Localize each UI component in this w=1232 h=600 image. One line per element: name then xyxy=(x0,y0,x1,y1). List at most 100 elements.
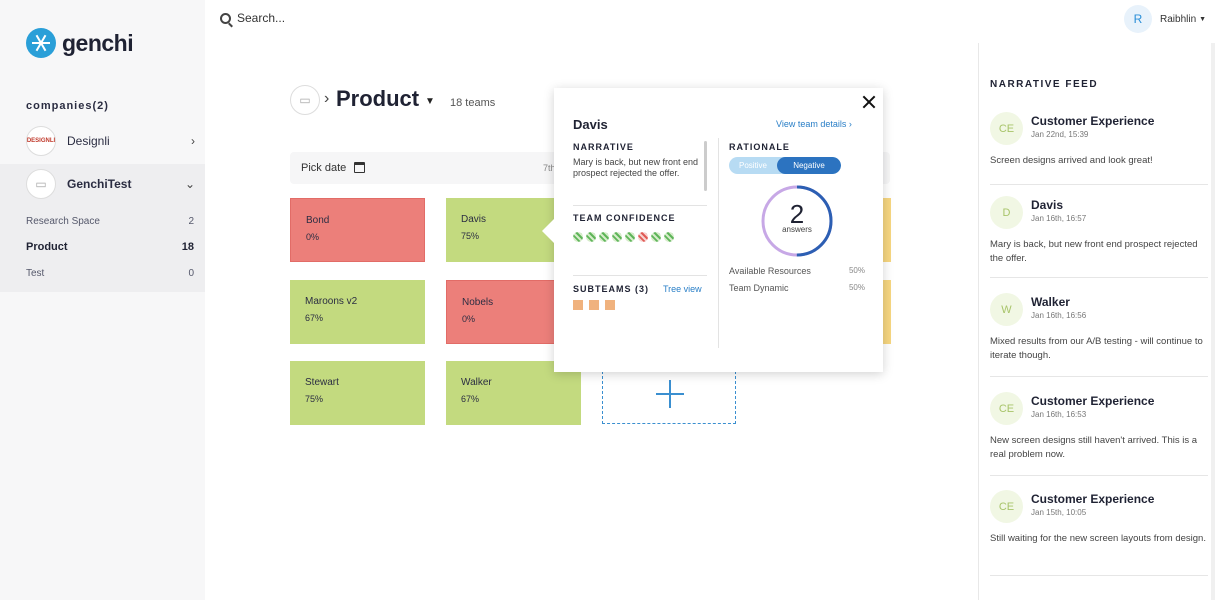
confidence-dot xyxy=(625,232,635,242)
teams-count: 18 teams xyxy=(450,97,496,109)
space-count: 2 xyxy=(188,216,194,227)
team-card-partial[interactable] xyxy=(883,198,891,262)
team-card-bond[interactable]: Bond 0% xyxy=(290,198,425,262)
narrative-text: Mary is back, but new front end prospect… xyxy=(573,157,699,178)
close-icon[interactable] xyxy=(860,93,878,111)
team-pct: 75% xyxy=(461,231,480,241)
team-name: Maroons v2 xyxy=(305,296,358,307)
space-count: 18 xyxy=(181,241,194,253)
feed-item[interactable]: CE Customer Experience Jan 15th, 10:05 S… xyxy=(990,490,1208,576)
avatar: CE xyxy=(990,392,1023,425)
pick-date-button[interactable]: Pick date xyxy=(301,162,347,174)
avatar: CE xyxy=(990,112,1023,145)
feed-item[interactable]: CE Customer Experience Jan 16th, 16:53 N… xyxy=(990,392,1208,476)
subteam-square[interactable] xyxy=(605,300,615,310)
feed-author: Customer Experience xyxy=(1031,394,1155,408)
space-name: Test xyxy=(26,268,45,279)
chevron-down-icon: ⌄ xyxy=(184,177,195,191)
narrative-scrollbar[interactable] xyxy=(704,141,707,191)
narrative-title: NARRATIVE xyxy=(573,142,634,152)
team-name: Walker xyxy=(461,377,492,388)
space-item-research[interactable]: Research Space 2 xyxy=(26,216,194,227)
space-list: Research Space 2 Product 18 Test 0 xyxy=(0,204,205,292)
company-logo: DESIGNLI xyxy=(26,126,56,156)
user-menu[interactable]: R Raibhlin ▼ xyxy=(1124,5,1206,33)
calendar-icon[interactable] xyxy=(354,162,365,173)
team-detail-popup: Davis View team details › NARRATIVE Mary… xyxy=(542,88,883,372)
answers-gauge xyxy=(761,185,833,257)
team-card-walker[interactable]: Walker 67% xyxy=(446,361,581,425)
image-placeholder-icon: ▭ xyxy=(26,169,56,199)
team-pct: 67% xyxy=(461,394,480,404)
feed-date: Jan 16th, 16:53 xyxy=(1031,410,1087,419)
breadcrumb-separator-icon: › xyxy=(324,90,330,107)
confidence-dot xyxy=(599,232,609,242)
page-title[interactable]: Product xyxy=(336,86,420,111)
feed-author: Walker xyxy=(1031,295,1070,309)
team-pct: 67% xyxy=(305,313,324,323)
tree-view-link[interactable]: Tree view xyxy=(663,284,702,294)
feed-date: Jan 16th, 16:57 xyxy=(1031,214,1087,223)
confidence-dot xyxy=(638,232,648,242)
space-item-test[interactable]: Test 0 xyxy=(26,268,194,279)
sidebar: genchi companies(2) DESIGNLI Designli › … xyxy=(0,0,205,600)
avatar: D xyxy=(990,196,1023,229)
feed-item[interactable]: D Davis Jan 16th, 16:57 Mary is back, bu… xyxy=(990,196,1208,278)
rationale-item: Team Dynamic 50% xyxy=(729,283,865,293)
rationale-label: Team Dynamic xyxy=(729,283,789,293)
feed-date: Jan 16th, 16:56 xyxy=(1031,311,1087,320)
team-card-maroons[interactable]: Maroons v2 67% xyxy=(290,280,425,344)
company-item-designli[interactable]: DESIGNLI Designli › xyxy=(0,122,205,160)
subteam-square[interactable] xyxy=(573,300,583,310)
space-count: 0 xyxy=(188,268,194,279)
team-confidence-title: TEAM CONFIDENCE xyxy=(573,213,676,223)
search-input[interactable] xyxy=(237,11,437,25)
view-team-details-link[interactable]: View team details › xyxy=(776,119,852,129)
space-item-product[interactable]: Product 18 xyxy=(26,241,194,253)
search-icon xyxy=(220,12,231,24)
feed-item[interactable]: CE Customer Experience Jan 22nd, 15:39 S… xyxy=(990,112,1208,185)
plus-icon xyxy=(656,393,684,395)
chevron-down-icon[interactable]: ▼ xyxy=(425,96,435,107)
avatar: R xyxy=(1124,5,1152,33)
confidence-dot xyxy=(651,232,661,242)
team-card-stewart[interactable]: Stewart 75% xyxy=(290,361,425,425)
popup-team-name: Davis xyxy=(573,117,608,132)
feed-item[interactable]: W Walker Jan 16th, 16:56 Mixed results f… xyxy=(990,293,1208,377)
feed-scrollbar[interactable] xyxy=(1211,43,1215,600)
subteam-square[interactable] xyxy=(589,300,599,310)
confidence-dot xyxy=(612,232,622,242)
rationale-pct: 50% xyxy=(848,266,865,275)
rationale-label: Available Resources xyxy=(729,266,811,276)
space-name: Product xyxy=(26,241,68,253)
toggle-negative[interactable]: Negative xyxy=(777,157,841,174)
feed-date: Jan 22nd, 15:39 xyxy=(1031,130,1089,139)
search-bar xyxy=(220,11,437,25)
feed-message: Mary is back, but new front end prospect… xyxy=(990,239,1198,264)
answers-count: 2 xyxy=(789,199,805,229)
feed-message: Mixed results from our A/B testing - wil… xyxy=(990,336,1203,361)
feed-message: Screen designs arrived and look great! xyxy=(990,155,1153,166)
team-pct: 0% xyxy=(306,232,320,242)
company-item-genchitest[interactable]: ▭ GenchiTest ⌄ xyxy=(0,164,205,204)
feed-title: NARRATIVE FEED xyxy=(990,79,1099,90)
company-name: Designli xyxy=(67,134,110,148)
feed-author: Davis xyxy=(1031,198,1064,212)
subteams-title: SUBTEAMS (3) xyxy=(573,284,650,294)
logo[interactable]: genchi xyxy=(26,28,134,58)
team-name: Stewart xyxy=(305,377,339,388)
team-pct: 0% xyxy=(462,314,476,324)
popup-arrow xyxy=(542,219,554,243)
team-card-partial[interactable] xyxy=(883,280,891,344)
subteam-squares xyxy=(573,300,615,310)
toggle-positive[interactable]: Positive xyxy=(738,161,767,170)
feed-author: Customer Experience xyxy=(1031,492,1155,506)
gauge-arc xyxy=(761,185,833,257)
team-name: Nobels xyxy=(462,297,494,308)
feed-message: New screen designs still haven't arrived… xyxy=(990,435,1198,460)
sentiment-toggle[interactable]: Positive Negative xyxy=(729,157,841,174)
space-image-placeholder-icon: ▭ xyxy=(290,85,320,115)
answers-label: answers xyxy=(782,225,812,234)
rationale-title: RATIONALE xyxy=(729,142,790,152)
team-name: Bond xyxy=(306,215,330,226)
